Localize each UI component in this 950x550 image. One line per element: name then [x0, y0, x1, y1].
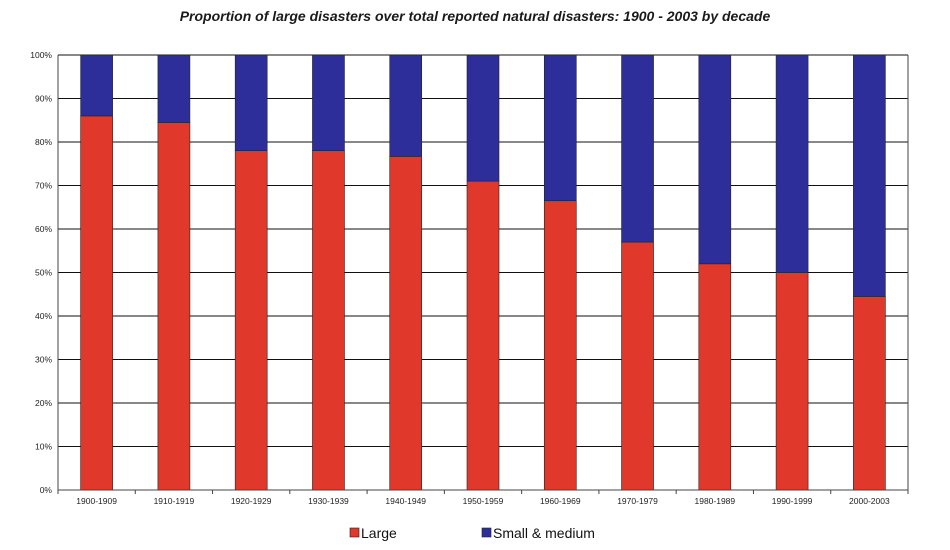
x-tick-label: 1920-1929 [231, 496, 272, 506]
y-tick-label: 10% [35, 442, 52, 452]
bar-large-1960-1969 [543, 200, 577, 491]
y-tick-label: 90% [35, 94, 52, 104]
x-tick-label: 2000-2003 [849, 496, 890, 506]
bar-small-medium-1920-1929 [234, 54, 268, 151]
bar-small-medium-1900-1909 [80, 54, 113, 117]
legend-label-small-medium: Small & medium [493, 525, 595, 541]
y-tick-label: 40% [35, 311, 52, 321]
bar-large-1990-1999 [775, 272, 809, 491]
x-tick-label: 1940-1949 [385, 496, 426, 506]
y-tick-label: 80% [35, 137, 52, 147]
y-tick-label: 20% [35, 398, 52, 408]
bar-small-medium-1930-1939 [312, 54, 345, 151]
bar-large-1970-1979 [621, 241, 654, 491]
chart-title: Proportion of large disasters over total… [179, 8, 771, 24]
bar-large-1930-1939 [312, 150, 345, 491]
bar-large-1920-1929 [234, 150, 268, 491]
bar-large-1940-1949 [389, 156, 423, 491]
bar-small-medium-1940-1949 [389, 54, 423, 157]
y-tick-label: 0% [40, 485, 53, 495]
bar-large-1980-1989 [698, 263, 732, 491]
x-tick-label: 1950-1959 [463, 496, 504, 506]
axes: 0% 10% 20% 30% 40% 50% 60% 70% 80% 90% 100% 1900-19… [30, 50, 909, 506]
x-tick-label: 1930-1939 [308, 496, 349, 506]
x-tick-label: 1960-1969 [540, 496, 581, 506]
x-tick-label: 1970-1979 [617, 496, 658, 506]
legend-label-large: Large [361, 525, 397, 541]
x-tick-label: 1990-1999 [772, 496, 813, 506]
bar-large-2000-2003 [853, 296, 886, 491]
legend-swatch-small-medium [481, 527, 492, 538]
bar-small-medium-1970-1979 [621, 54, 654, 243]
bar-small-medium-1910-1919 [157, 54, 191, 123]
y-tick-label: 60% [35, 224, 52, 234]
y-tick-label: 30% [35, 355, 52, 365]
bar-small-medium-1980-1989 [698, 54, 732, 265]
legend: Large Small & medium [349, 525, 595, 541]
bar-large-1950-1959 [466, 180, 500, 491]
y-tick-label: 50% [35, 268, 52, 278]
bar-large-1900-1909 [80, 115, 113, 491]
bar-small-medium-1950-1959 [466, 54, 500, 182]
bars [80, 54, 886, 491]
y-tick-label: 70% [35, 181, 52, 191]
bar-small-medium-2000-2003 [853, 54, 886, 297]
x-tick-label: 1900-1909 [76, 496, 117, 506]
legend-swatch-large [349, 527, 360, 538]
bar-small-medium-1960-1969 [543, 54, 577, 202]
bar-small-medium-1990-1999 [775, 54, 809, 273]
x-tick-label: 1910-1919 [154, 496, 195, 506]
bar-large-1910-1919 [157, 122, 191, 491]
y-tick-label: 100% [30, 50, 52, 60]
x-tick-label: 1980-1989 [694, 496, 735, 506]
